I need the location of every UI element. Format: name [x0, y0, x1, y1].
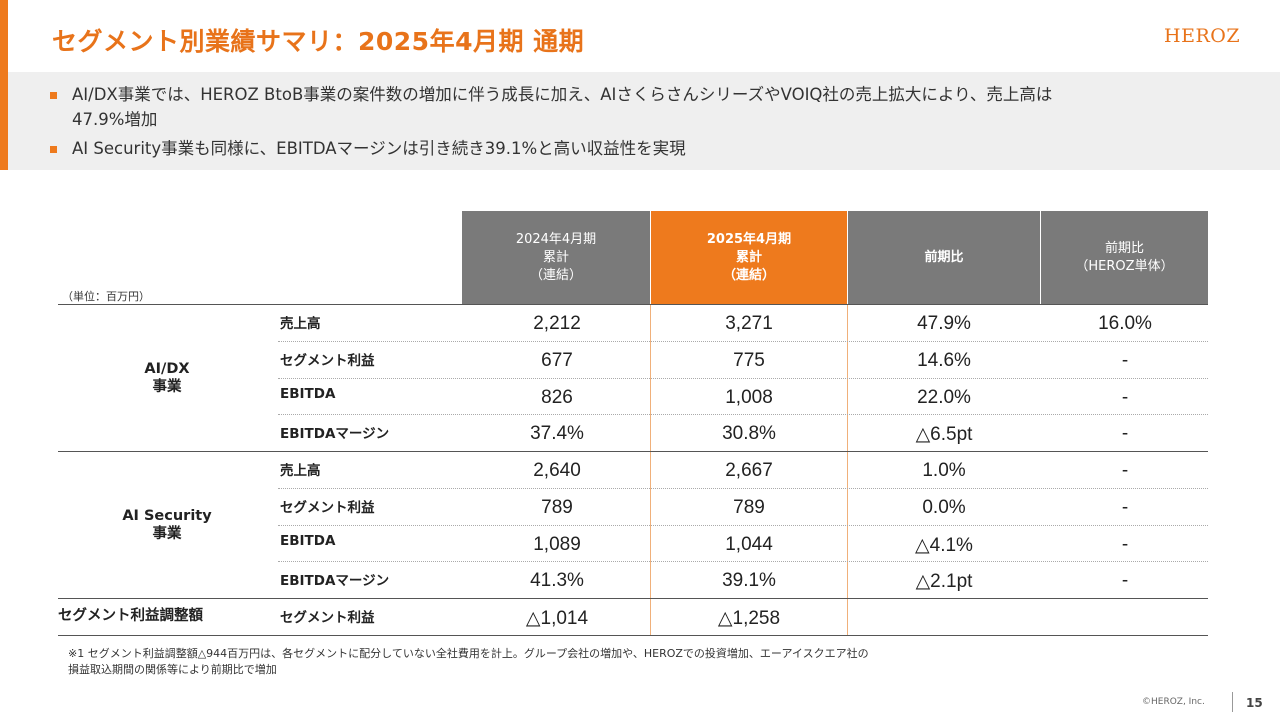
footer-separator [1232, 692, 1233, 712]
table-cell: 47.9% [917, 313, 971, 334]
table-cell: 37.4% [530, 423, 584, 445]
metric-label: セグメント利益 [280, 499, 375, 516]
table-cell: 39.1% [722, 570, 776, 592]
table-cell: 1.0% [922, 460, 966, 481]
fy2025-column-border-left [650, 304, 651, 635]
table-cell: △6.5pt [915, 424, 973, 446]
table-top-rule [58, 304, 1208, 305]
metric-label: セグメント利益 [280, 610, 375, 626]
table-cell: 2,212 [533, 313, 581, 334]
table-cell: 0.0% [922, 496, 966, 518]
table-cell: 30.8% [722, 423, 776, 445]
table-cell: △1,014 [525, 608, 589, 629]
table-cell: 677 [541, 349, 573, 371]
table-cell: 789 [733, 496, 765, 518]
table-cell: △4.1% [915, 534, 973, 556]
table-cell: - [1121, 423, 1129, 445]
table-cell: - [1121, 496, 1129, 518]
table-cell: - [1121, 386, 1129, 408]
table-cell: 826 [541, 386, 573, 408]
header-fy2024: 2024年4月期 累計 （連結） [462, 211, 650, 304]
bullet-square-icon [50, 146, 57, 153]
table-cell: △2.1pt [915, 571, 973, 593]
table-cell: 1,044 [725, 533, 773, 555]
row-divider [278, 561, 1208, 563]
summary-box [8, 72, 1280, 170]
metric-label: セグメント利益 [280, 352, 375, 369]
row-divider [278, 340, 1208, 342]
segment-rule [58, 634, 1208, 636]
table-cell: 2,667 [725, 460, 773, 481]
table-cell: 789 [541, 496, 573, 518]
row-divider [278, 524, 1208, 526]
header-yoy: 前期比 [848, 211, 1040, 304]
accent-bar [0, 0, 8, 170]
metric-label: EBITDAマージン [280, 573, 390, 590]
copyright: ©HEROZ, Inc. [1142, 697, 1205, 707]
summary-bullet-2: AI Security事業も同様に、EBITDAマージンは引き続き39.1%と高… [50, 136, 1200, 161]
table-cell: 16.0% [1098, 313, 1152, 334]
table-cell: 3,271 [725, 313, 773, 334]
unit-label: （単位：百万円） [62, 290, 150, 303]
table-cell: - [1121, 570, 1129, 592]
row-divider [278, 414, 1208, 416]
metric-label: 売上高 [280, 316, 321, 332]
header-yoy-standalone: 前期比 （HEROZ単体） [1041, 211, 1208, 304]
table-cell: △1,258 [717, 608, 781, 629]
segment-label: AI Security 事業 [122, 507, 212, 542]
segment-rule [58, 598, 1208, 599]
table-cell: 22.0% [917, 386, 971, 408]
table-cell: 41.3% [530, 570, 584, 592]
metric-label: EBITDA [280, 532, 336, 549]
metric-label: EBITDAマージン [280, 426, 390, 443]
metric-label: EBITDA [280, 385, 336, 402]
segment-rule [58, 451, 1208, 452]
table-cell: 14.6% [917, 349, 971, 371]
segment-label: セグメント利益調整額 [58, 608, 203, 625]
segment-label: AI/DX 事業 [144, 360, 190, 395]
metric-label: 売上高 [280, 463, 321, 479]
table-cell: 775 [733, 349, 765, 371]
footnote: ※1 セグメント利益調整額△944百万円は、各セグメントに配分していない全社費用… [68, 647, 869, 676]
table-cell: 1,008 [725, 386, 773, 408]
heroz-logo: HEROZ [1164, 25, 1241, 47]
header-fy2025: 2025年4月期 累計 （連結） [651, 211, 847, 304]
row-divider [278, 487, 1208, 489]
page-title: セグメント別業績サマリ：2025年4月期 通期 [52, 27, 585, 56]
table-cell: 1,089 [533, 533, 581, 555]
table-cell: - [1121, 533, 1129, 555]
page-number: 15 [1246, 696, 1263, 710]
fy2025-column-border-right [847, 304, 848, 635]
table-cell: 2,640 [533, 460, 581, 481]
table-cell: - [1121, 349, 1129, 371]
table-cell: - [1121, 460, 1129, 481]
bullet-square-icon [50, 92, 57, 99]
row-divider [278, 377, 1208, 379]
summary-bullet-1: AI/DX事業では、HEROZ BtoB事業の案件数の増加に伴う成長に加え、AI… [50, 82, 1200, 132]
